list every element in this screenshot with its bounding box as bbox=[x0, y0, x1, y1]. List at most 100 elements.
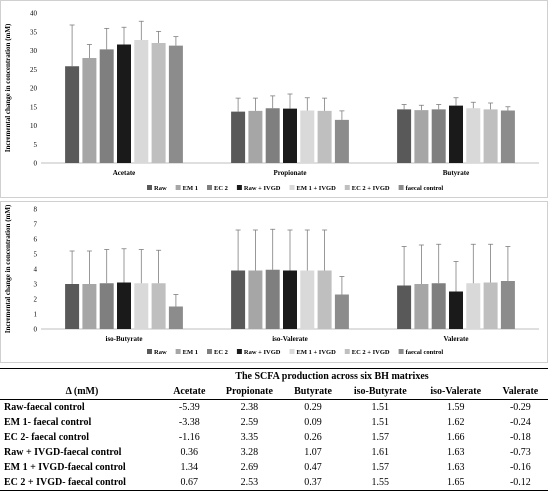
y-tick-label: 40 bbox=[30, 10, 38, 18]
table-cell: 1.63 bbox=[446, 462, 465, 473]
table-cell: 1.61 bbox=[371, 447, 390, 458]
legend-swatch bbox=[236, 349, 242, 354]
x-category-label: Valerate bbox=[443, 335, 468, 343]
legend-swatch bbox=[207, 185, 212, 190]
row-label: Raw + IVGD-faecal control bbox=[4, 447, 122, 458]
bar bbox=[82, 284, 97, 329]
bar bbox=[414, 110, 429, 163]
column-header: Valerate bbox=[492, 384, 548, 400]
table-cell: 0.37 bbox=[284, 475, 342, 491]
legend-swatch bbox=[344, 349, 350, 354]
table-cell: 0.09 bbox=[304, 417, 322, 428]
legend-swatch bbox=[289, 185, 295, 190]
y-axis-label: Incremental change in concentration (mM) bbox=[4, 23, 12, 152]
table-cell: -0.29 bbox=[509, 402, 531, 413]
legend-label: EC 2 + IVGD bbox=[352, 349, 390, 356]
table-header-row: Δ (mM) Acetate Propionate Butyrate iso-Buty… bbox=[0, 384, 548, 400]
y-tick-label: 4 bbox=[34, 266, 38, 274]
table-cell: 2.59 bbox=[240, 417, 259, 428]
legend-swatch bbox=[344, 185, 350, 190]
y-tick-label: 3 bbox=[34, 281, 38, 289]
table-cell: 0.47 bbox=[304, 462, 322, 473]
row-label: Raw-faecal control bbox=[4, 402, 85, 413]
table-row: EM 1- faecal control -3.38 2.59 0.09 1.51 1.6… bbox=[0, 415, 548, 430]
bar bbox=[82, 58, 97, 163]
legend-swatch bbox=[147, 185, 152, 190]
row-header: Δ (mM) bbox=[0, 384, 164, 400]
y-tick-label: 6 bbox=[34, 236, 38, 244]
x-category-label: Butyrate bbox=[443, 169, 469, 177]
legend-label: faecal control bbox=[406, 349, 444, 356]
legend-label: EC 2 bbox=[214, 185, 228, 192]
bar bbox=[99, 283, 114, 329]
y-axis-label: Incremental change in concentration (mM) bbox=[4, 204, 12, 333]
y-tick-label: 30 bbox=[30, 47, 38, 55]
bar bbox=[317, 270, 332, 329]
bar bbox=[414, 284, 429, 329]
table-cell: 1.57 bbox=[371, 462, 390, 473]
y-tick-label: 0 bbox=[34, 326, 38, 334]
column-header: Butyrate bbox=[284, 384, 342, 400]
legend-label: EC 2 + IVGD bbox=[352, 185, 390, 192]
legend-label: EM 1 + IVGD bbox=[296, 349, 336, 356]
legend-label: Raw bbox=[154, 349, 167, 356]
table-row: Raw + IVGD-faecal control 0.36 3.28 1.07 1.6… bbox=[0, 445, 548, 460]
table-cell: 0.67 bbox=[163, 475, 215, 491]
y-tick-label: 2 bbox=[34, 296, 38, 304]
y-tick-label: 1 bbox=[34, 311, 38, 319]
scfa-chart-top: Incremental change in concentration (mM)… bbox=[0, 0, 548, 198]
legend-label: Raw + IVGD bbox=[244, 185, 281, 192]
bar bbox=[265, 108, 280, 163]
y-tick-label: 0 bbox=[34, 160, 38, 168]
bar bbox=[151, 43, 166, 163]
legend-swatch bbox=[175, 349, 181, 354]
table-cell: 1.63 bbox=[446, 447, 465, 458]
table-cell: 1.59 bbox=[446, 402, 465, 413]
legend-label: EM 1 bbox=[183, 349, 198, 356]
table-cell: -1.16 bbox=[178, 432, 200, 443]
bar bbox=[300, 110, 315, 163]
bar bbox=[449, 105, 463, 163]
bar bbox=[431, 283, 446, 329]
y-tick-label: 25 bbox=[30, 66, 38, 74]
legend-label: EM 1 + IVGD bbox=[296, 185, 336, 192]
table-cell: 0.26 bbox=[304, 432, 322, 443]
bar bbox=[449, 291, 463, 329]
bar bbox=[231, 111, 246, 163]
y-tick-label: 8 bbox=[34, 206, 38, 214]
bar bbox=[117, 44, 131, 163]
legend-label: EM 1 bbox=[183, 185, 198, 192]
table-caption: The SCFA production across six BH matrix… bbox=[0, 368, 548, 384]
bar bbox=[466, 108, 481, 163]
legend-label: EC 2 bbox=[214, 349, 228, 356]
table-cell: 2.38 bbox=[240, 402, 259, 413]
bar bbox=[483, 109, 498, 163]
bar bbox=[334, 119, 349, 163]
table-row: Raw-faecal control -5.39 2.38 0.29 1.51 1.59 -… bbox=[0, 400, 548, 416]
bar bbox=[283, 108, 297, 163]
bar bbox=[168, 45, 183, 163]
bar bbox=[168, 306, 183, 329]
row-label: EC 2- faecal control bbox=[4, 432, 90, 443]
table-cell: 1.55 bbox=[341, 475, 419, 491]
table-row: EC 2- faecal control -1.16 3.35 0.26 1.57 1.6… bbox=[0, 430, 548, 445]
table-cell: 0.29 bbox=[304, 402, 322, 413]
x-category-label: iso-Valerate bbox=[272, 335, 308, 343]
table-cell: -0.16 bbox=[509, 462, 531, 473]
legend-label: Raw + IVGD bbox=[244, 349, 281, 356]
table-cell: 1.62 bbox=[446, 417, 465, 428]
table-cell: 1.07 bbox=[304, 447, 322, 458]
column-header: iso-Butyrate bbox=[341, 384, 419, 400]
bar bbox=[151, 283, 166, 329]
y-tick-label: 5 bbox=[34, 251, 38, 259]
table-row: EM 1 + IVGD-faecal control 1.34 2.69 0.47 1.… bbox=[0, 460, 548, 475]
row-label: EC 2 + IVGD- faecal control bbox=[0, 475, 164, 491]
bar bbox=[99, 49, 114, 163]
legend-swatch bbox=[175, 185, 181, 190]
table-cell: 1.34 bbox=[180, 462, 199, 473]
bar bbox=[300, 270, 315, 329]
x-category-label: Propionate bbox=[274, 169, 307, 177]
bar bbox=[134, 40, 149, 163]
table-cell: -5.39 bbox=[178, 402, 200, 413]
bar bbox=[317, 110, 332, 163]
